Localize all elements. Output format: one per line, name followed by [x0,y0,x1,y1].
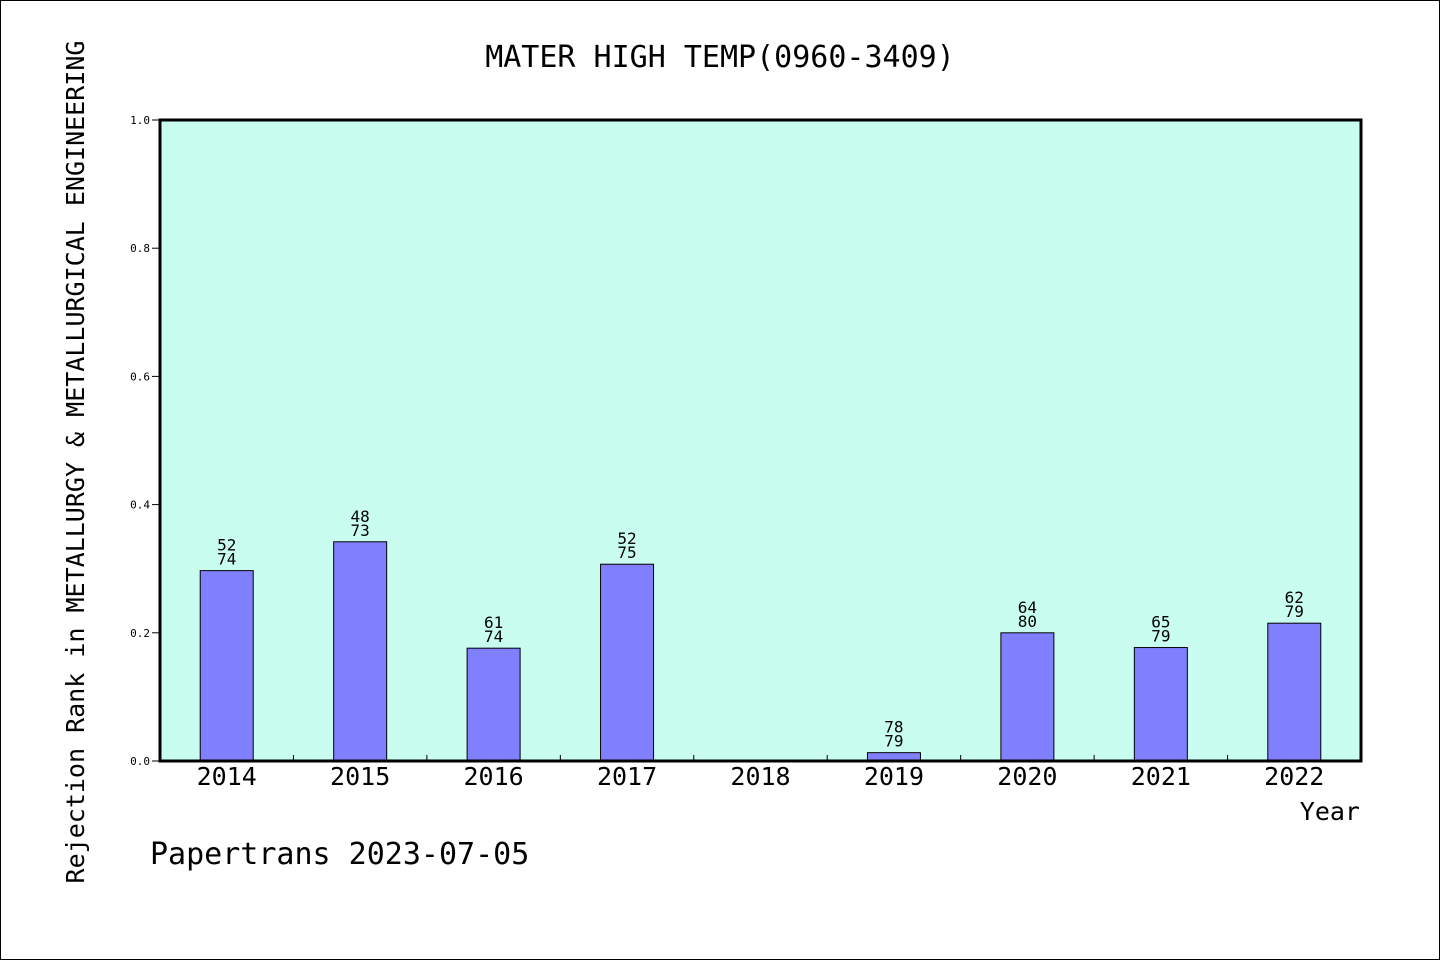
bar-label-bottom-2015: 73 [351,521,370,540]
x-tick-label-2019: 2019 [864,762,924,791]
bar-label-top-2019: 78 [884,718,903,737]
bar-label-bottom-2017: 75 [617,543,636,562]
bar-label-top-2017: 52 [617,529,636,548]
x-tick-label-2020: 2020 [997,762,1057,791]
bar-2017 [600,563,655,762]
x-axis-label: Year [1300,797,1360,826]
footer-credit: Papertrans 2023-07-05 [150,837,529,872]
x-tick-label-2015: 2015 [330,762,390,791]
bar-label-bottom-2020: 80 [1018,612,1037,631]
chart-title: MATER HIGH TEMP(0960-3409) [485,40,955,75]
y-tick-label-0.0: 0.0 [130,755,150,768]
bar-label-bottom-2016: 74 [484,627,503,646]
x-tick-label-2018: 2018 [730,762,790,791]
plot-border [158,118,1363,763]
bar-label-top-2021: 65 [1151,613,1170,632]
x-tick-label-2014: 2014 [197,762,257,791]
bar-label-top-2016: 61 [484,613,503,632]
y-axis-label: Rejection Rank in METALLURGY & METALLURG… [61,41,90,884]
y-tick-label-0.4: 0.4 [130,499,150,512]
x-tick-label-2021: 2021 [1131,762,1191,791]
bar-2022 [1267,622,1322,762]
y-tick-label-1.0: 1.0 [130,114,150,127]
bar-label-top-2015: 48 [351,507,370,526]
bar-label-bottom-2014: 74 [217,550,236,569]
bar-label-top-2014: 52 [217,536,236,555]
bar-label-bottom-2022: 79 [1285,602,1304,621]
y-tick-label-0.6: 0.6 [130,370,150,383]
x-tick-label-2017: 2017 [597,762,657,791]
bar-2021 [1133,647,1188,762]
bar-label-top-2022: 62 [1285,588,1304,607]
bar-label-top-2020: 64 [1018,598,1037,617]
y-tick-label-0.8: 0.8 [130,242,150,255]
x-tick-label-2016: 2016 [464,762,524,791]
bar-2016 [466,647,521,762]
y-tick-label-0.2: 0.2 [130,627,150,640]
bar-2014 [199,570,254,762]
bar-2020 [1000,632,1055,762]
x-tick-label-2022: 2022 [1264,762,1324,791]
bar-2015 [333,541,388,762]
bar-label-bottom-2019: 79 [884,732,903,751]
bar-label-bottom-2021: 79 [1151,627,1170,646]
